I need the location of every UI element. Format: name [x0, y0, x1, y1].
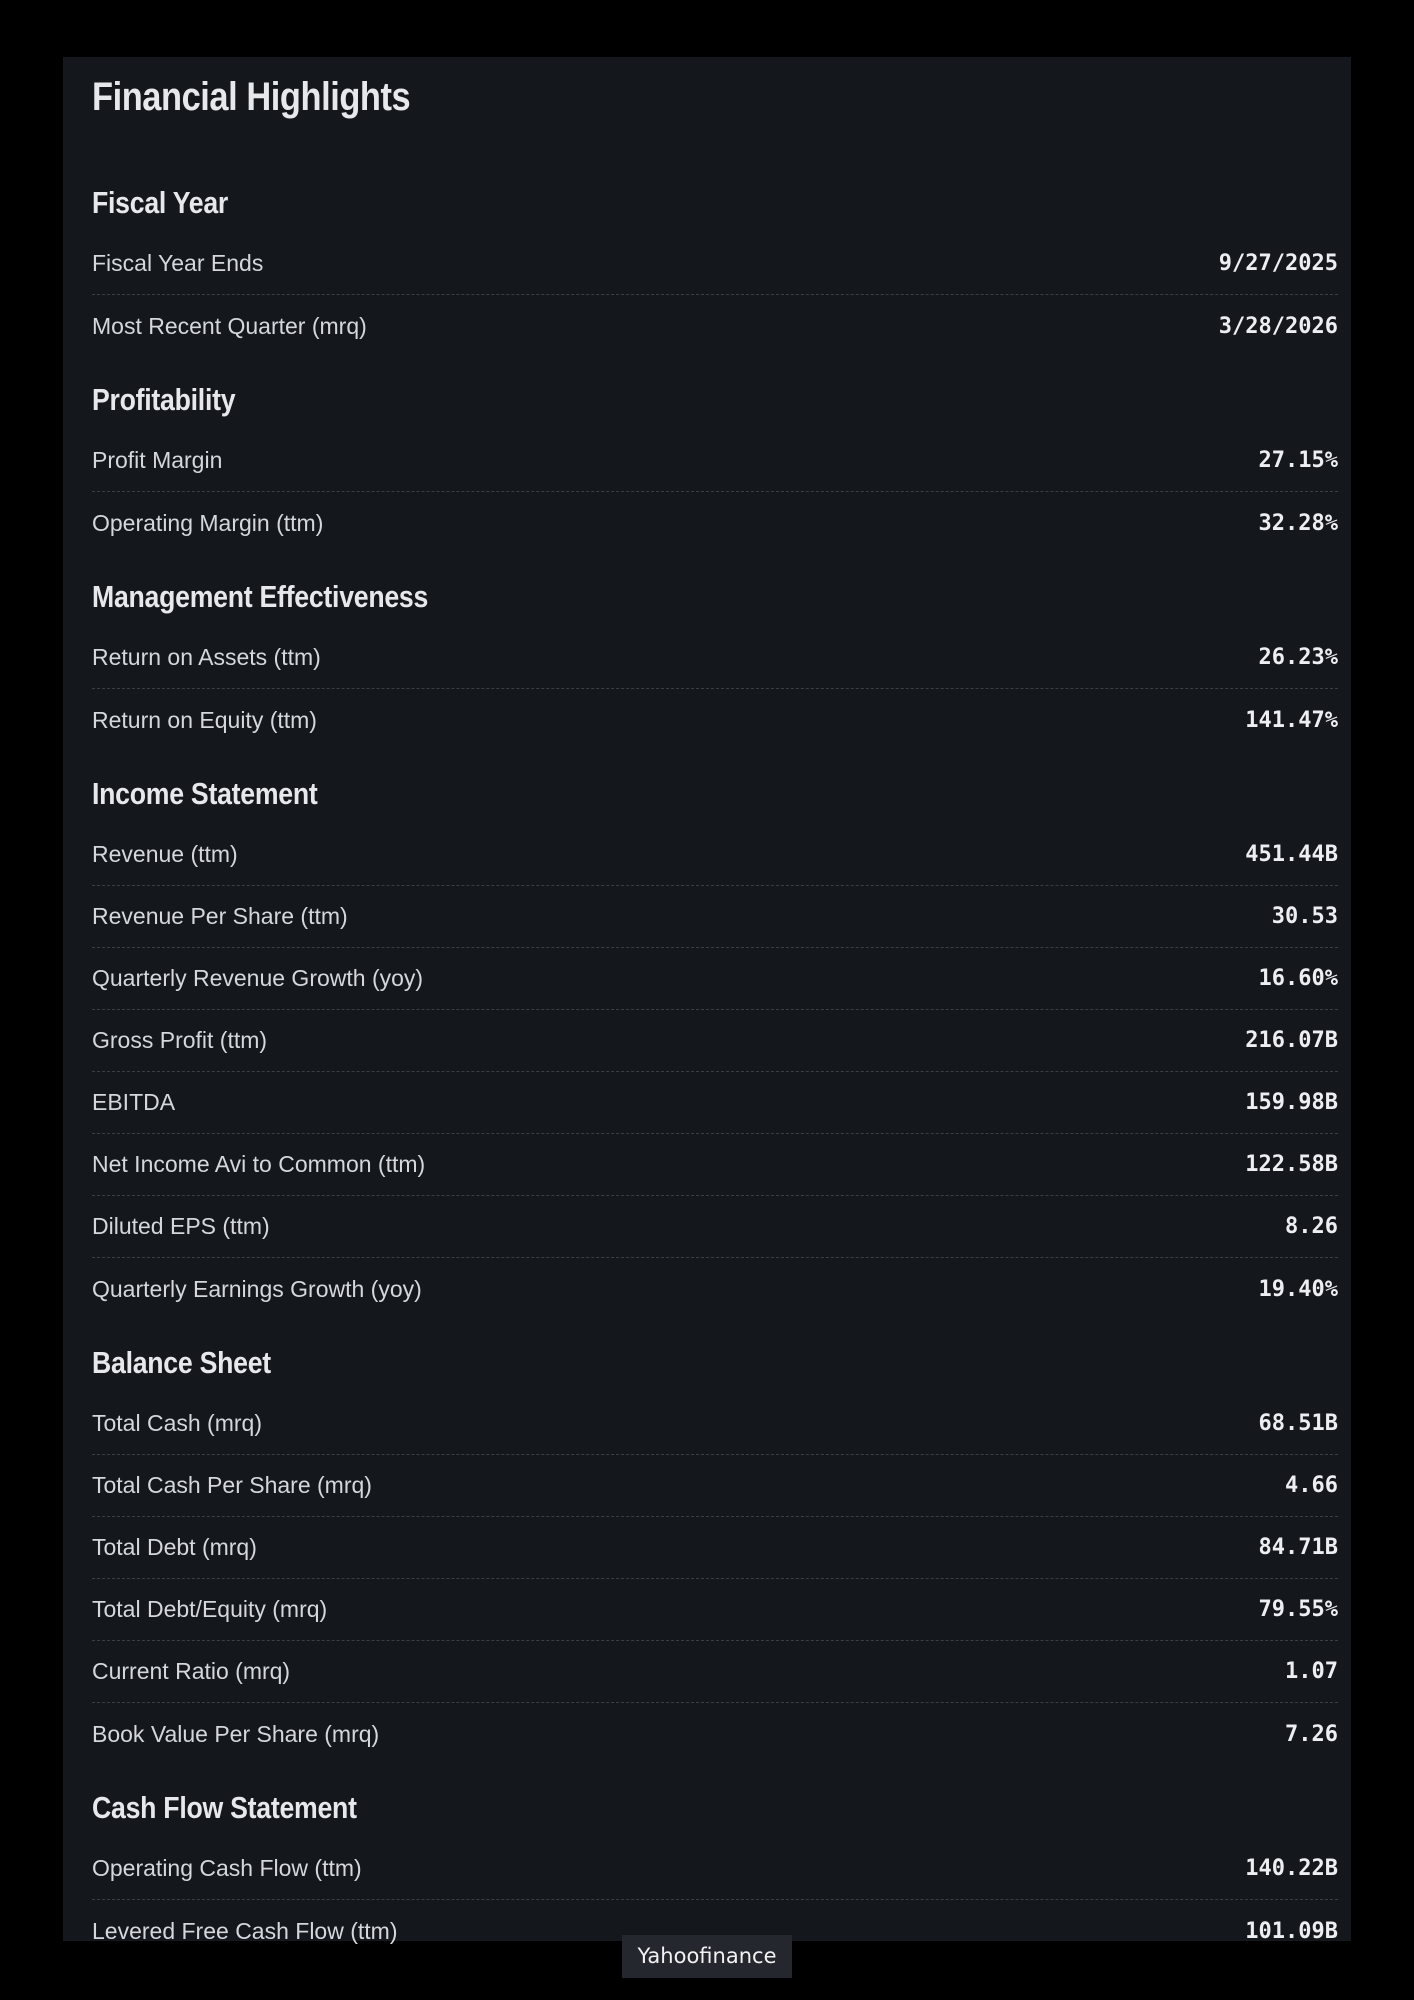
stat-row: Return on Equity (ttm) 141.47% — [92, 689, 1338, 751]
stat-label: Operating Margin (ttm) — [92, 509, 324, 536]
stat-label: Revenue (ttm) — [92, 841, 238, 867]
stat-value: 4.66 — [1285, 1473, 1338, 1498]
stat-row: Total Cash Per Share (mrq) 4.66 — [92, 1455, 1338, 1517]
stat-label: Diluted EPS (ttm) — [92, 1213, 270, 1239]
stat-row: Fiscal Year Ends 9/27/2025 — [92, 233, 1338, 295]
stat-value: 79.55% — [1258, 1597, 1338, 1622]
stat-label: Gross Profit (ttm) — [92, 1027, 268, 1053]
stat-value: 1.07 — [1285, 1659, 1338, 1684]
stat-row: Levered Free Cash Flow (ttm) 101.09B — [92, 1900, 1338, 1962]
stat-label: Revenue Per Share (ttm) — [92, 903, 348, 929]
stat-label: Net Income Avi to Common (ttm) — [92, 1151, 426, 1177]
page-title: Financial Highlights — [92, 75, 411, 119]
stat-value: 27.15% — [1258, 448, 1338, 473]
stat-row: Diluted EPS (ttm) 8.26 — [92, 1196, 1338, 1258]
stat-value: 451.44B — [1245, 842, 1338, 867]
stat-row: Total Debt/Equity (mrq) 79.55% — [92, 1579, 1338, 1641]
stat-row: Most Recent Quarter (mrq) 3/28/2026 — [92, 295, 1338, 357]
section-title-profitability: Profitability — [92, 382, 236, 417]
stat-value: 140.22B — [1245, 1856, 1338, 1881]
section-title-cash-flow-statement: Cash Flow Statement — [92, 1790, 357, 1825]
stat-label: Total Debt/Equity (mrq) — [92, 1596, 328, 1622]
financial-highlights-panel: Financial Highlights Fiscal Year Fiscal … — [63, 57, 1351, 1944]
stat-label: Quarterly Earnings Growth (yoy) — [92, 1275, 422, 1302]
stat-value: 19.40% — [1258, 1276, 1338, 1302]
stat-label: Quarterly Revenue Growth (yoy) — [92, 965, 424, 991]
stat-value: 84.71B — [1258, 1535, 1338, 1560]
stat-row: Revenue (ttm) 451.44B — [92, 824, 1338, 886]
stat-value: 122.58B — [1245, 1152, 1338, 1177]
source-watermark: Yahoofinance — [622, 1935, 792, 1978]
stat-row: EBITDA 159.98B — [92, 1072, 1338, 1134]
stat-row: Quarterly Revenue Growth (yoy) 16.60% — [92, 948, 1338, 1010]
stat-value: 141.47% — [1245, 707, 1338, 733]
stat-value: 7.26 — [1285, 1721, 1338, 1747]
stat-row: Revenue Per Share (ttm) 30.53 — [92, 886, 1338, 948]
stat-row: Profit Margin 27.15% — [92, 430, 1338, 492]
stat-value: 68.51B — [1258, 1411, 1338, 1436]
stat-row: Gross Profit (ttm) 216.07B — [92, 1010, 1338, 1072]
stat-label: EBITDA — [92, 1089, 176, 1115]
stat-row: Return on Assets (ttm) 26.23% — [92, 627, 1338, 689]
stat-label: Most Recent Quarter (mrq) — [92, 312, 367, 339]
stat-label: Total Cash (mrq) — [92, 1410, 262, 1436]
stat-label: Fiscal Year Ends — [92, 250, 264, 276]
stat-label: Total Cash Per Share (mrq) — [92, 1472, 372, 1498]
stat-label: Book Value Per Share (mrq) — [92, 1720, 380, 1747]
section-title-balance-sheet: Balance Sheet — [92, 1345, 271, 1380]
stat-value: 216.07B — [1245, 1028, 1338, 1053]
stat-label: Levered Free Cash Flow (ttm) — [92, 1917, 398, 1944]
stat-row: Operating Margin (ttm) 32.28% — [92, 492, 1338, 554]
stat-value: 9/27/2025 — [1218, 251, 1338, 276]
stat-label: Profit Margin — [92, 447, 223, 473]
stat-label: Return on Assets (ttm) — [92, 644, 321, 670]
stat-value: 16.60% — [1258, 966, 1338, 991]
stat-value: 3/28/2026 — [1218, 313, 1338, 339]
stat-value: 30.53 — [1271, 904, 1338, 929]
stat-label: Current Ratio (mrq) — [92, 1658, 291, 1684]
stat-row: Operating Cash Flow (ttm) 140.22B — [92, 1838, 1338, 1900]
section-title-management-effectiveness: Management Effectiveness — [92, 579, 429, 614]
stat-row: Current Ratio (mrq) 1.07 — [92, 1641, 1338, 1703]
stat-value: 32.28% — [1258, 510, 1338, 536]
stat-row: Net Income Avi to Common (ttm) 122.58B — [92, 1134, 1338, 1196]
stat-label: Total Debt (mrq) — [92, 1534, 257, 1560]
stat-value: 26.23% — [1258, 645, 1338, 670]
stat-value: 159.98B — [1245, 1090, 1338, 1115]
stat-row: Book Value Per Share (mrq) 7.26 — [92, 1703, 1338, 1765]
section-title-fiscal-year: Fiscal Year — [92, 185, 229, 220]
stat-value: 8.26 — [1285, 1214, 1338, 1239]
section-title-income-statement: Income Statement — [92, 776, 318, 811]
stat-row: Total Cash (mrq) 68.51B — [92, 1393, 1338, 1455]
stat-row: Quarterly Earnings Growth (yoy) 19.40% — [92, 1258, 1338, 1320]
stat-label: Operating Cash Flow (ttm) — [92, 1855, 362, 1881]
stat-value: 101.09B — [1245, 1918, 1338, 1944]
stat-row: Total Debt (mrq) 84.71B — [92, 1517, 1338, 1579]
stat-label: Return on Equity (ttm) — [92, 706, 317, 733]
